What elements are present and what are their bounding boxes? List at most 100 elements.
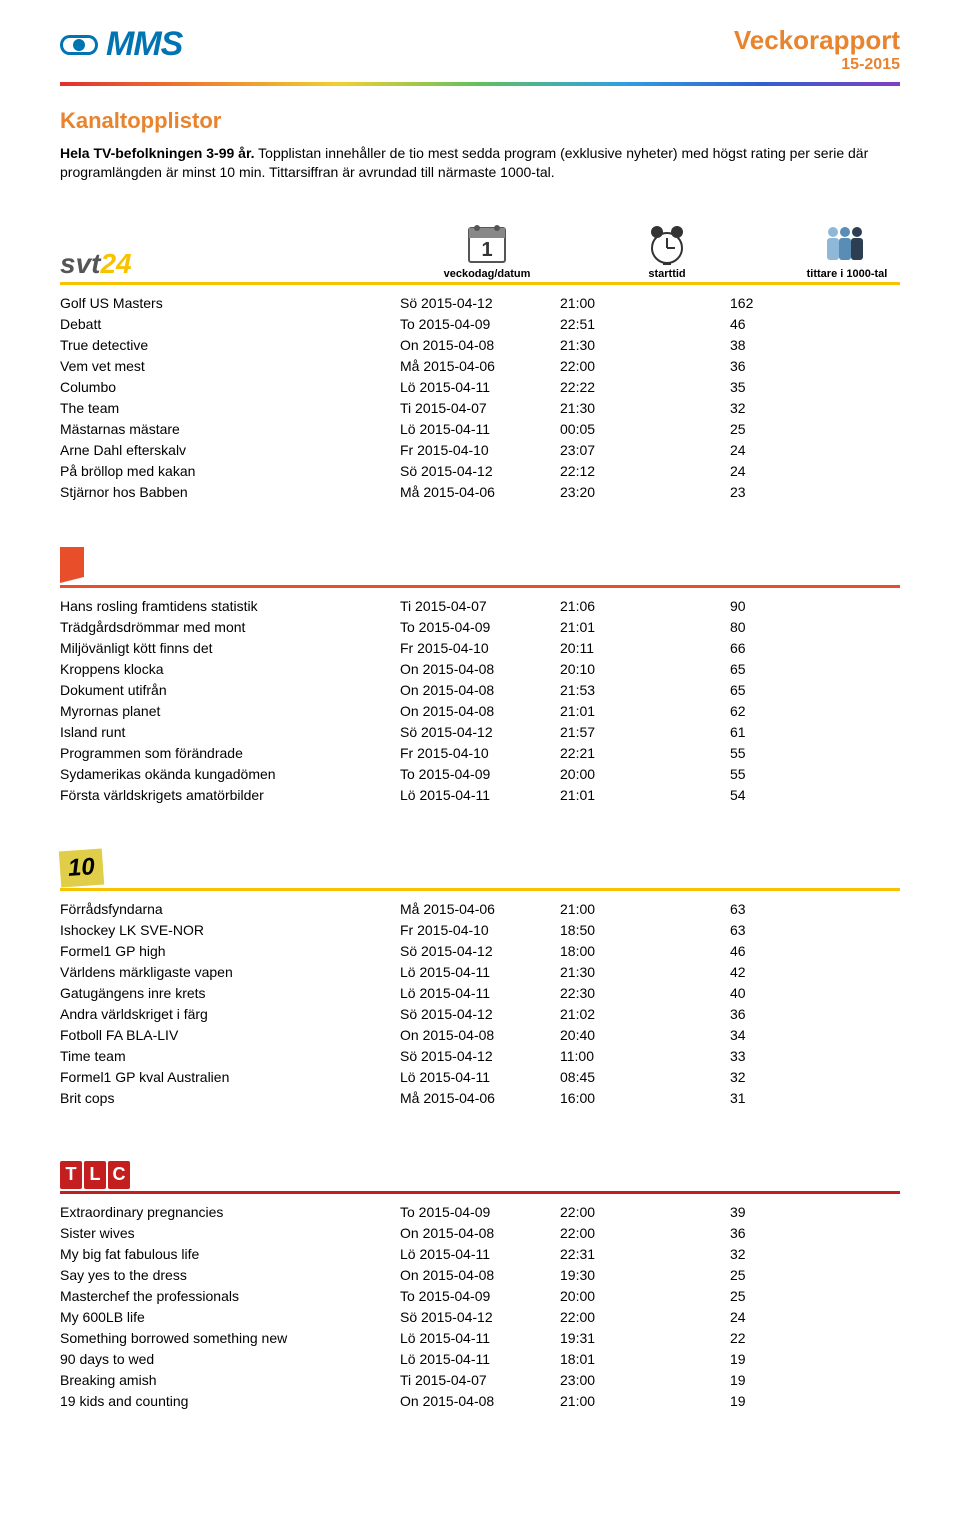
program-viewers: 55 [730,743,900,764]
program-viewers: 38 [730,335,900,356]
table-row: My big fat fabulous lifeLö 2015-04-1122:… [60,1244,900,1265]
program-time: 18:00 [560,941,730,962]
channel-header: 10 [60,846,900,886]
program-name: Ishockey LK SVE-NOR [60,920,400,941]
program-name: Mästarnas mästare [60,419,400,440]
program-date: Må 2015-04-06 [400,1088,560,1109]
table-row: Brit copsMå 2015-04-0616:0031 [60,1088,900,1109]
program-date: On 2015-04-08 [400,1223,560,1244]
program-date: To 2015-04-09 [400,617,560,638]
table-row: Kroppens klockaOn 2015-04-0820:1065 [60,659,900,680]
program-time: 22:00 [560,1223,730,1244]
table-row: Miljövänligt kött finns detFr 2015-04-10… [60,638,900,659]
program-date: Lö 2015-04-11 [400,1328,560,1349]
program-time: 18:50 [560,920,730,941]
program-time: 21:00 [560,899,730,920]
table-row: Andra världskriget i färgSö 2015-04-1221… [60,1004,900,1025]
program-date: Må 2015-04-06 [400,482,560,503]
report-title-block: Veckorapport 15-2015 [734,25,900,74]
program-viewers: 36 [730,1223,900,1244]
program-time: 21:02 [560,1004,730,1025]
program-viewers: 22 [730,1328,900,1349]
program-date: On 2015-04-08 [400,1391,560,1412]
program-name: Extraordinary pregnancies [60,1202,400,1223]
program-date: Sö 2015-04-12 [400,461,560,482]
date-column-header: 1veckodag/datum [442,222,532,280]
program-name: Time team [60,1046,400,1067]
program-time: 22:31 [560,1244,730,1265]
program-time: 22:51 [560,314,730,335]
program-time: 21:53 [560,680,730,701]
channel-table: Golf US MastersSö 2015-04-1221:00162Deba… [60,293,900,503]
program-date: Ti 2015-04-07 [400,1370,560,1391]
program-viewers: 66 [730,638,900,659]
program-viewers: 25 [730,1286,900,1307]
program-date: To 2015-04-09 [400,1286,560,1307]
program-date: Sö 2015-04-12 [400,1307,560,1328]
table-row: Sydamerikas okända kungadömenTo 2015-04-… [60,764,900,785]
table-row: Formel1 GP kval AustralienLö 2015-04-110… [60,1067,900,1088]
table-row: Breaking amishTi 2015-04-0723:0019 [60,1370,900,1391]
table-row: Programmen som förändradeFr 2015-04-1022… [60,743,900,764]
program-time: 21:00 [560,1391,730,1412]
logo-text: MMS [106,25,182,64]
program-name: Miljövänligt kött finns det [60,638,400,659]
program-date: Ti 2015-04-07 [400,596,560,617]
table-row: 19 kids and countingOn 2015-04-0821:0019 [60,1391,900,1412]
table-row: Dokument utifrånOn 2015-04-0821:5365 [60,680,900,701]
program-viewers: 80 [730,617,900,638]
table-row: Say yes to the dressOn 2015-04-0819:3025 [60,1265,900,1286]
program-date: To 2015-04-09 [400,764,560,785]
program-name: Breaking amish [60,1370,400,1391]
table-row: Something borrowed something newLö 2015-… [60,1328,900,1349]
program-time: 23:00 [560,1370,730,1391]
program-viewers: 39 [730,1202,900,1223]
program-name: Sister wives [60,1223,400,1244]
program-name: Myrornas planet [60,701,400,722]
program-time: 20:40 [560,1025,730,1046]
table-row: My 600LB lifeSö 2015-04-1222:0024 [60,1307,900,1328]
program-date: Lö 2015-04-11 [400,983,560,1004]
program-name: Kroppens klocka [60,659,400,680]
program-date: Lö 2015-04-11 [400,1349,560,1370]
channel-divider [60,585,900,588]
program-date: To 2015-04-09 [400,1202,560,1223]
table-row: Island runtSö 2015-04-1221:5761 [60,722,900,743]
channel-divider [60,888,900,891]
program-name: Masterchef the professionals [60,1286,400,1307]
program-date: To 2015-04-09 [400,314,560,335]
viewers-label: tittare i 1000-tal [807,268,888,280]
program-date: Lö 2015-04-11 [400,785,560,806]
program-viewers: 36 [730,1004,900,1025]
table-row: Time teamSö 2015-04-1211:0033 [60,1046,900,1067]
program-time: 22:00 [560,1202,730,1223]
date-label: veckodag/datum [444,268,531,280]
program-time: 19:30 [560,1265,730,1286]
program-name: Something borrowed something new [60,1328,400,1349]
program-name: Formel1 GP high [60,941,400,962]
program-name: Förrådsfyndarna [60,899,400,920]
program-date: Må 2015-04-06 [400,356,560,377]
program-time: 20:00 [560,764,730,785]
table-row: Världens märkligaste vapenLö 2015-04-112… [60,962,900,983]
program-viewers: 40 [730,983,900,1004]
program-viewers: 19 [730,1349,900,1370]
program-name: Hans rosling framtidens statistik [60,596,400,617]
program-time: 21:30 [560,335,730,356]
table-row: Trädgårdsdrömmar med montTo 2015-04-0921… [60,617,900,638]
program-time: 21:30 [560,398,730,419]
table-row: 90 days to wedLö 2015-04-1118:0119 [60,1349,900,1370]
program-name: På bröllop med kakan [60,461,400,482]
program-time: 21:00 [560,293,730,314]
program-name: Brit cops [60,1088,400,1109]
program-viewers: 24 [730,1307,900,1328]
table-row: Arne Dahl efterskalvFr 2015-04-1023:0724 [60,440,900,461]
program-viewers: 61 [730,722,900,743]
program-date: Fr 2015-04-10 [400,638,560,659]
section-title: Kanaltopplistor [60,108,900,134]
program-name: Formel1 GP kval Australien [60,1067,400,1088]
program-date: On 2015-04-08 [400,335,560,356]
program-viewers: 65 [730,659,900,680]
program-time: 22:12 [560,461,730,482]
program-time: 08:45 [560,1067,730,1088]
